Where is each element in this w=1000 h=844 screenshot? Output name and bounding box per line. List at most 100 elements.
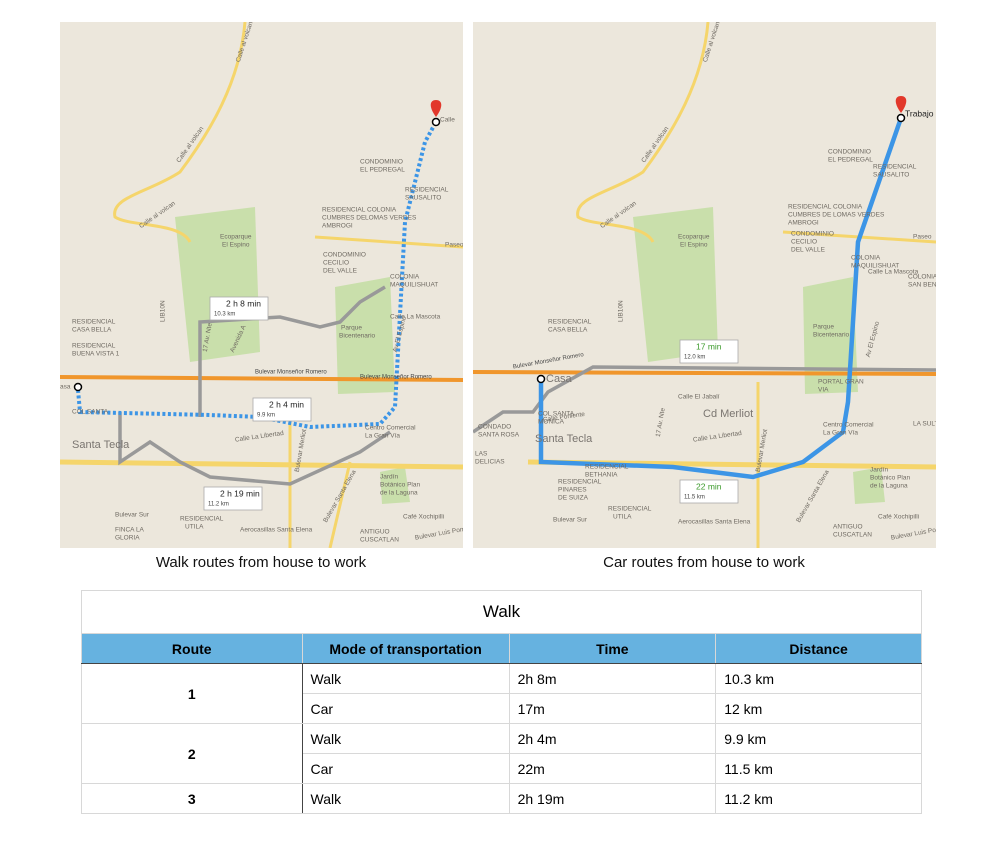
route-bubble	[679, 479, 739, 504]
map-label: Paseo	[445, 242, 463, 249]
map-label: Casa	[546, 373, 573, 385]
map-label: Centro Comercial	[365, 425, 416, 432]
map-label: COL SANTA	[72, 409, 109, 416]
map-label: SAN BENITO	[908, 282, 936, 289]
map-label: SAUSALITO	[873, 172, 909, 179]
map-label: COL SANTA	[538, 411, 575, 418]
map-label: BUENA VISTA 1	[72, 351, 120, 358]
map-label: Bicentenario	[813, 332, 850, 339]
map-label: RESIDENCIAL	[558, 479, 602, 486]
table-cell: 11.2 km	[715, 783, 922, 814]
route-labels: 2 h 8 min 10.3 km 2 h 4 min 9.9 km 2 h 19 mi…	[203, 296, 312, 511]
table-row: 1 Walk 2h 8m 10.3 km	[81, 663, 922, 724]
map-label: Bulevar Monseñor Romero	[255, 370, 327, 376]
map-label: AMBROGI	[788, 220, 819, 227]
map-label: Calle La Mascota	[868, 269, 919, 276]
map-label: Santa Tecla	[535, 433, 593, 445]
table-cell: 2h 4m	[508, 723, 717, 754]
map-label: Santa Tecla	[72, 439, 130, 451]
table-cell: 2h 8m	[508, 663, 717, 694]
map-label: DEL VALLE	[791, 247, 826, 254]
route-distance: 11.2 km	[208, 502, 229, 508]
table-row: Car 22m 11.5 km	[82, 753, 922, 784]
map-label: CASA BELLA	[72, 327, 112, 334]
map-label: 17 Av. Nte	[655, 407, 667, 438]
table-cell: Car	[301, 753, 510, 784]
table-cell: Walk	[301, 723, 510, 754]
map-label: Bulevar Sur	[115, 512, 150, 519]
map-label: Calle al volcan	[235, 22, 255, 63]
map-label: COLONIA	[367, 207, 397, 214]
map-label: CONDOMINIO	[323, 252, 366, 259]
route-number: 1	[81, 663, 303, 724]
map-label: Bulevar Monseñor Romero	[360, 375, 432, 381]
map-label: VIA	[818, 387, 829, 394]
route-time: 2 h 4 min	[269, 399, 304, 409]
map-label: AMBROGI	[322, 223, 353, 230]
map-label: RESIDENCIAL	[405, 187, 449, 194]
header-row: Route Mode of transportation Time Distance	[81, 633, 922, 664]
column-header: Distance	[715, 633, 922, 664]
route-bubble	[679, 339, 739, 364]
map-label: MAQUILISHUAT	[851, 263, 899, 270]
map-label: Bulevar Luis Poma	[890, 525, 936, 541]
map-label: MAQUILISHUAT	[390, 282, 438, 289]
map-label: de la Laguna	[870, 483, 908, 490]
map-label: CUMBRES DE	[322, 215, 366, 222]
map-label: CONDOMINIO	[828, 149, 871, 156]
map-label: COLONIA	[908, 274, 936, 281]
table-cell: 2h 19m	[508, 783, 717, 814]
map-label: CONDOMINIO	[791, 231, 834, 238]
map-label: SAUSALITO	[405, 195, 441, 202]
map-label: ANTIGUO	[360, 529, 390, 536]
map-label: LIB10N	[160, 300, 167, 322]
table-row: 3 Walk 2h 19m 11.2 km	[81, 783, 922, 814]
map-label: CECILIO	[791, 239, 817, 246]
table-row: Car 17m 12 km	[82, 693, 922, 724]
map-label: ANTIGUO	[833, 524, 863, 531]
map-label: MONICA	[538, 419, 565, 426]
map-label: Paseo	[913, 234, 932, 241]
map-label: Av El Espino	[865, 320, 881, 358]
map-label: EL PEDREGAL	[828, 157, 873, 164]
table: Walk Route Mode of transportation Time Dista…	[81, 590, 922, 814]
map-label: Jardín	[380, 474, 398, 481]
table-cell: 10.3 km	[715, 663, 922, 694]
map-label: EL PEDREGAL	[360, 167, 405, 174]
map-label: RESIDENCIAL	[585, 464, 629, 471]
map-label: Jardín	[870, 467, 888, 474]
route-time: 17 min	[696, 341, 722, 351]
route-bubble	[209, 296, 269, 321]
map-label: CUSCATLAN	[833, 532, 872, 539]
map-caption: Walk routes from house to work	[155, 554, 367, 571]
map-label: CONDADO	[478, 424, 511, 431]
map-label: CASA BELLA	[548, 327, 588, 334]
map-label: CONDOMINIO	[360, 159, 403, 166]
map-label: Av El Espino	[392, 315, 408, 353]
map-caption: Car routes from house to work	[603, 554, 805, 571]
map-label: Botánico Plan	[870, 475, 910, 482]
map-label: COLONIA	[851, 255, 881, 262]
table-cell: 11.5 km	[715, 753, 922, 784]
map-label: CECILIO	[323, 260, 349, 267]
map-label: Trabajo	[905, 108, 934, 118]
route-distance: 11.5 km	[684, 495, 705, 501]
map-label: Bulevar Luis Poma	[414, 525, 463, 541]
column-header: Route	[81, 633, 303, 664]
map-label: asa	[60, 384, 71, 391]
table-cell: 17m	[508, 693, 717, 724]
route-number: 3	[81, 783, 303, 814]
map-label: Bulevar Sur	[553, 517, 588, 524]
map-label: Centro Comercial	[823, 422, 874, 429]
map-label: Bicentenario	[339, 333, 376, 340]
map-label: RESIDENCIAL	[608, 506, 652, 513]
map-label: Bulevar Monseñor Romero	[513, 352, 585, 370]
map-label: SANTA ROSA	[478, 432, 520, 439]
route-distance: 9.9 km	[257, 413, 275, 419]
map-label: Calle La Libertad	[235, 430, 285, 444]
map-label: Café Xochipilli	[403, 514, 444, 521]
map-label: DE SUIZA	[558, 495, 589, 502]
table-cell: 12 km	[715, 693, 922, 724]
map-label: RESIDENCIAL	[788, 204, 832, 211]
